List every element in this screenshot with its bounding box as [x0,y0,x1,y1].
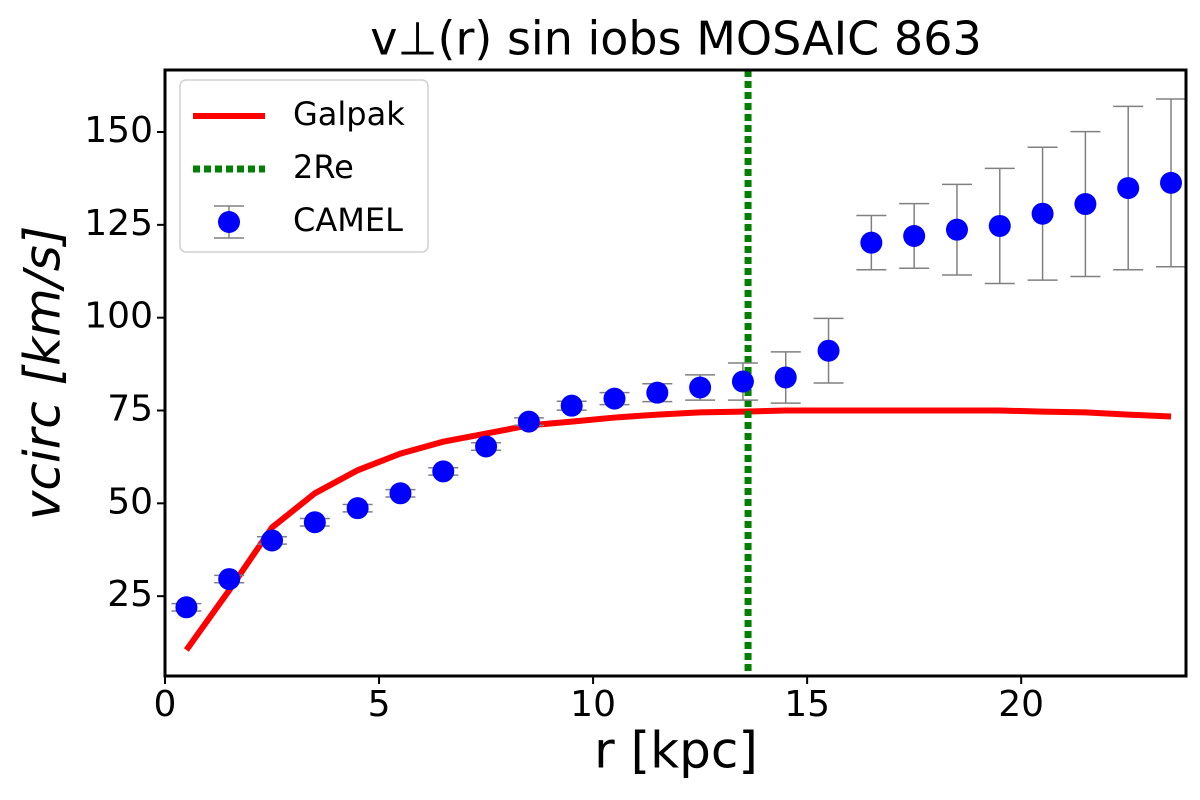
point [432,460,455,483]
point [860,231,883,254]
x-tick-label: 5 [368,684,391,725]
y-tick-label: 50 [107,481,153,522]
line [183,407,1172,652]
plot-frame [163,68,1188,678]
x-tick-label: 20 [998,684,1044,725]
y-axis-label: vcirc [km/s] [14,226,72,520]
y-tick-label: 125 [84,203,153,244]
legend-box [179,79,429,253]
point [903,224,926,247]
point [218,568,241,591]
x-tick-label: 15 [784,684,830,725]
point [774,366,797,389]
point [689,376,712,399]
x-tick-label: 10 [570,684,616,725]
chart-title: v⊥(r) sin iobs MOSAIC 863 [370,12,981,66]
point [560,394,583,417]
x-axis-label: r [kpc] [594,722,758,780]
legend-swatch [218,211,240,233]
point [646,381,669,404]
y-tick-label: 150 [84,110,153,151]
legend-label: 2Re [293,148,354,186]
point [1160,171,1183,194]
point [475,435,498,458]
point [731,370,754,393]
point [945,218,968,241]
point [1117,177,1140,200]
y-tick-label: 25 [107,574,153,615]
point [988,214,1011,237]
point [1031,202,1054,225]
point [175,596,198,619]
point [346,497,369,520]
point [603,387,626,410]
point [303,511,326,534]
y-tick-label: 100 [84,296,153,337]
y-tick-label: 75 [107,389,153,430]
point [517,410,540,433]
point [389,482,412,505]
point [817,339,840,362]
point [1074,193,1097,216]
legend-label: Galpak [293,95,405,133]
x-tick-label: 0 [154,684,177,725]
legend-label: CAMEL [293,201,403,239]
point [261,529,284,552]
